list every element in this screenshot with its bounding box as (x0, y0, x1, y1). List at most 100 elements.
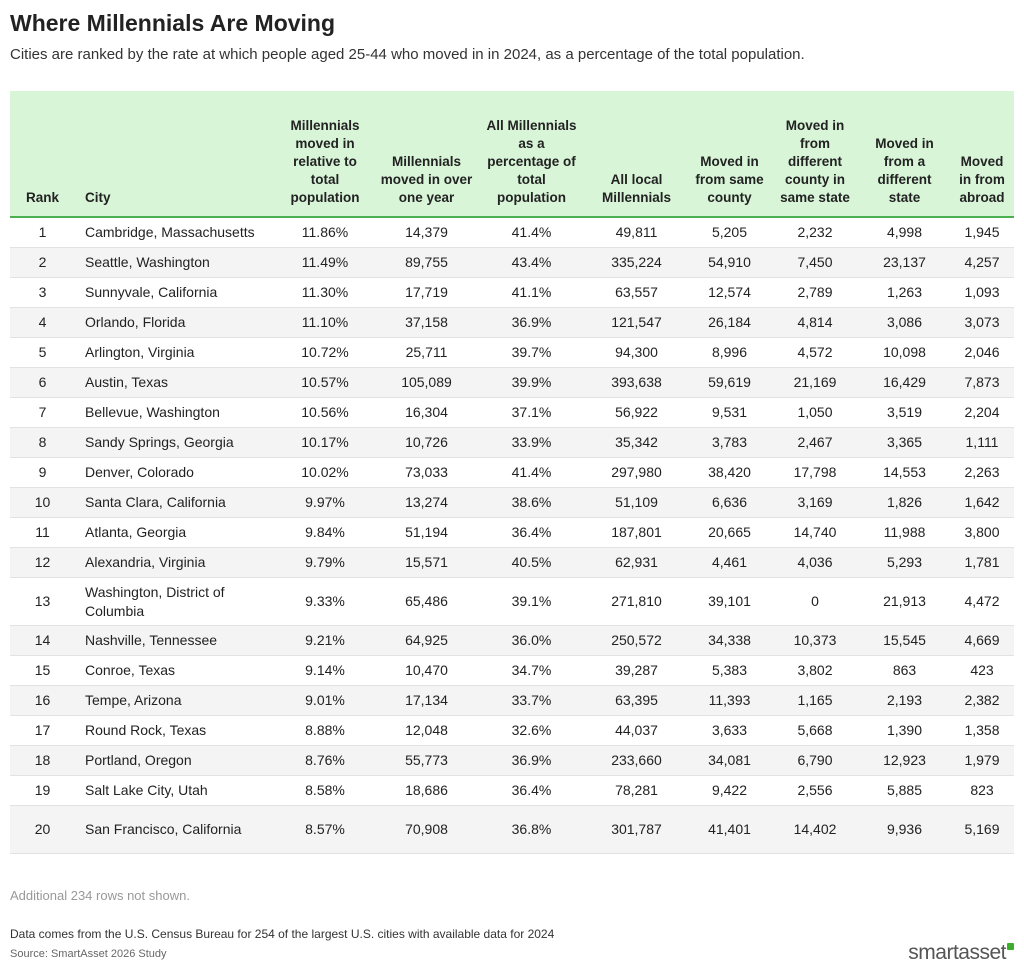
table-cell: 51,194 (375, 517, 478, 548)
table-cell: 17,798 (771, 457, 859, 488)
table-row: 14 Nashville, Tennessee 9.21% 64,925 36.0% 25… (10, 625, 1014, 656)
table-cell: 39,101 (688, 577, 771, 626)
table-row: 2 Seattle, Washington 11.49% 89,755 43.4% 335… (10, 247, 1014, 278)
table-cell: 9.01% (275, 685, 375, 716)
city-cell: Nashville, Tennessee (75, 625, 275, 656)
column-header: Moved in from same county (688, 91, 771, 218)
table-cell: 34,338 (688, 625, 771, 656)
column-header: All Millennials as a percentage of total… (478, 91, 585, 218)
table-row: 3 Sunnyvale, California 11.30% 17,719 41.1% 6… (10, 277, 1014, 308)
table-row: 17 Round Rock, Texas 8.88% 12,048 32.6% 44,03… (10, 715, 1014, 746)
table-cell: 33.9% (478, 427, 585, 458)
table-cell: 10,470 (375, 655, 478, 686)
table-cell: 3,800 (950, 517, 1014, 548)
table-cell: 1,979 (950, 745, 1014, 776)
table-cell: 25,711 (375, 337, 478, 368)
table-cell: 5,205 (688, 217, 771, 248)
table-cell: 10.02% (275, 457, 375, 488)
table-row: 5 Arlington, Virginia 10.72% 25,711 39.7% 94,… (10, 337, 1014, 368)
city-cell: Sunnyvale, California (75, 277, 275, 308)
table-cell: 36.0% (478, 625, 585, 656)
table-cell: 11.86% (275, 217, 375, 248)
city-cell: Conroe, Texas (75, 655, 275, 686)
city-cell: Arlington, Virginia (75, 337, 275, 368)
rank-cell: 5 (10, 337, 75, 368)
table-body: 1 Cambridge, Massachusetts 11.86% 14,379 41.… (10, 217, 1014, 854)
rows-not-shown-note: Additional 234 rows not shown. (10, 888, 190, 903)
table-cell: 9,422 (688, 775, 771, 806)
city-cell: Salt Lake City, Utah (75, 775, 275, 806)
logo-mark-icon (1007, 943, 1014, 950)
rank-cell: 12 (10, 547, 75, 578)
table-cell: 11.30% (275, 277, 375, 308)
table-cell: 5,383 (688, 655, 771, 686)
table-cell: 8,996 (688, 337, 771, 368)
table-cell: 21,913 (859, 577, 950, 626)
table-cell: 11.10% (275, 307, 375, 338)
table-row: 13 Washington, District of Columbia 9.33% 6… (10, 577, 1014, 626)
table-cell: 10.57% (275, 367, 375, 398)
rank-cell: 6 (10, 367, 75, 398)
table-cell: 9.33% (275, 577, 375, 626)
table-header-row: Rank City Millennials moved in relative … (10, 91, 1014, 218)
table-cell: 78,281 (585, 775, 688, 806)
table-cell: 37,158 (375, 307, 478, 338)
table-row: 6 Austin, Texas 10.57% 105,089 39.9% 393,638 5… (10, 367, 1014, 398)
rank-cell: 3 (10, 277, 75, 308)
table-cell: 38.6% (478, 487, 585, 518)
table-cell: 9.79% (275, 547, 375, 578)
table-cell: 15,545 (859, 625, 950, 656)
table-cell: 2,204 (950, 397, 1014, 428)
table-cell: 1,358 (950, 715, 1014, 746)
table-cell: 4,998 (859, 217, 950, 248)
table-cell: 301,787 (585, 805, 688, 854)
table-row: 8 Sandy Springs, Georgia 10.17% 10,726 33.9%… (10, 427, 1014, 458)
table-cell: 54,910 (688, 247, 771, 278)
city-cell: Santa Clara, California (75, 487, 275, 518)
table-cell: 1,093 (950, 277, 1014, 308)
table-cell: 3,169 (771, 487, 859, 518)
city-cell: Alexandria, Virginia (75, 547, 275, 578)
table-cell: 10,098 (859, 337, 950, 368)
column-header: All local Millennials (585, 91, 688, 218)
smartasset-logo: smartasset (908, 941, 1014, 965)
table-cell: 63,557 (585, 277, 688, 308)
city-cell: San Francisco, California (75, 805, 275, 854)
table-cell: 2,232 (771, 217, 859, 248)
rank-cell: 11 (10, 517, 75, 548)
rank-cell: 9 (10, 457, 75, 488)
table-cell: 297,980 (585, 457, 688, 488)
rank-cell: 18 (10, 745, 75, 776)
table-row: 7 Bellevue, Washington 10.56% 16,304 37.1% 56… (10, 397, 1014, 428)
table-cell: 41,401 (688, 805, 771, 854)
column-header: Moved in from abroad (950, 91, 1014, 218)
chart-title: Where Millennials Are Moving (10, 10, 336, 36)
table-cell: 11.49% (275, 247, 375, 278)
table-cell: 6,636 (688, 487, 771, 518)
table-cell: 1,945 (950, 217, 1014, 248)
table-cell: 10,373 (771, 625, 859, 656)
table-cell: 863 (859, 655, 950, 686)
table-cell: 3,783 (688, 427, 771, 458)
table-cell: 36.8% (478, 805, 585, 854)
table-cell: 1,826 (859, 487, 950, 518)
table-row: 19 Salt Lake City, Utah 8.58% 18,686 36.4% 78… (10, 775, 1014, 806)
table-cell: 4,257 (950, 247, 1014, 278)
table-cell: 823 (950, 775, 1014, 806)
table-row: 12 Alexandria, Virginia 9.79% 15,571 40.5% 62… (10, 547, 1014, 578)
city-cell: Cambridge, Massachusetts (75, 217, 275, 248)
table-cell: 15,571 (375, 547, 478, 578)
table-cell: 20,665 (688, 517, 771, 548)
table-cell: 10,726 (375, 427, 478, 458)
table-cell: 3,633 (688, 715, 771, 746)
rank-cell: 10 (10, 487, 75, 518)
table-cell: 3,086 (859, 307, 950, 338)
table-cell: 5,293 (859, 547, 950, 578)
table-cell: 10.56% (275, 397, 375, 428)
table-cell: 41.4% (478, 457, 585, 488)
table-cell: 39.9% (478, 367, 585, 398)
city-cell: Portland, Oregon (75, 745, 275, 776)
column-header: Millennials moved in over one year (375, 91, 478, 218)
table-cell: 70,908 (375, 805, 478, 854)
table-cell: 14,740 (771, 517, 859, 548)
